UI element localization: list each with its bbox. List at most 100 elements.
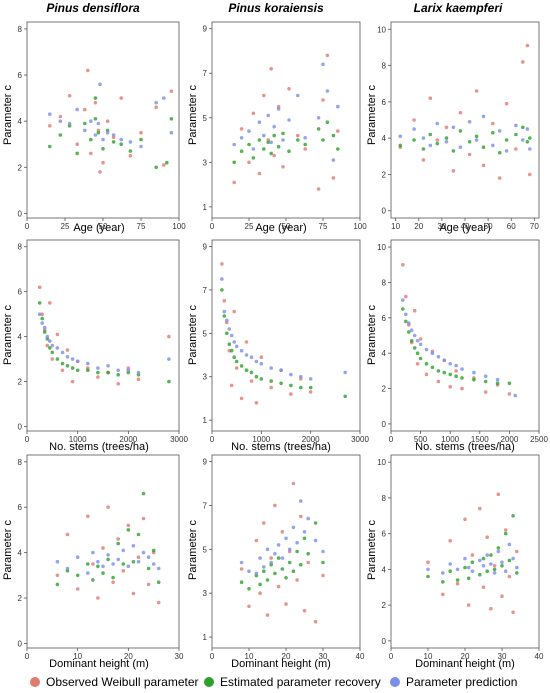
data-point-estimated [258, 582, 262, 587]
y-tick-label: 4 [18, 549, 23, 558]
data-point-prediction [239, 560, 244, 565]
y-tick-label: 9 [203, 458, 208, 467]
y-tick-label: 6 [18, 71, 23, 80]
data-point-estimated [418, 356, 423, 361]
data-point-estimated [504, 138, 509, 142]
data-point-observed [126, 523, 131, 528]
y-tick-label: 9 [203, 25, 208, 34]
data-point-prediction [491, 143, 495, 148]
data-point-observed [325, 53, 330, 58]
y-axis-title: Parameter c [187, 85, 199, 145]
data-point-observed [45, 343, 50, 348]
data-point-observed [514, 147, 518, 151]
data-point-prediction [55, 346, 60, 350]
data-point-estimated [75, 368, 80, 373]
data-point-estimated [232, 355, 236, 360]
x-tick-label: 2000 [302, 435, 320, 444]
y-tick-label: 2 [18, 378, 23, 387]
y-tick-label: 4 [382, 349, 387, 358]
data-point-observed [232, 180, 236, 185]
legend-label-estimated: Estimated parameter recovery [220, 675, 381, 689]
data-point-prediction [247, 569, 251, 573]
data-point-estimated [86, 562, 90, 566]
data-point-prediction [239, 348, 244, 353]
data-point-prediction [481, 114, 486, 119]
data-point-prediction [249, 355, 254, 360]
data-point-prediction [262, 133, 266, 138]
data-point-observed [234, 366, 239, 370]
data-point-prediction [466, 565, 471, 570]
data-point-prediction [428, 143, 433, 148]
data-point-estimated [507, 558, 512, 563]
data-point-prediction [454, 363, 458, 368]
data-point-estimated [412, 346, 417, 350]
data-point-prediction [325, 89, 330, 93]
y-tick-label: 7 [203, 501, 208, 510]
data-point-observed [96, 375, 100, 379]
data-point-prediction [83, 128, 87, 133]
data-point-estimated [455, 578, 460, 582]
data-point-prediction [50, 343, 55, 348]
data-point-observed [75, 587, 80, 591]
data-point-estimated [50, 350, 55, 355]
data-point-estimated [239, 149, 244, 153]
data-point-prediction [111, 562, 115, 566]
data-point-estimated [244, 368, 249, 373]
data-point-observed [60, 368, 65, 373]
data-point-prediction [86, 361, 90, 366]
series-estimated [220, 288, 348, 399]
x-tick-label: 0 [389, 435, 394, 444]
data-point-estimated [495, 381, 500, 386]
series-prediction [220, 277, 348, 381]
y-tick-label: 5 [203, 329, 208, 338]
data-point-observed [141, 516, 146, 521]
data-point-estimated [514, 132, 518, 137]
data-point-observed [460, 386, 464, 391]
x-axis-title: No. stems (trees/ha) [49, 441, 149, 453]
data-point-estimated [448, 569, 453, 573]
data-point-prediction [48, 339, 52, 343]
data-point-observed [131, 591, 136, 596]
data-point-estimated [48, 346, 52, 350]
data-point-observed [299, 514, 303, 519]
data-point-prediction [136, 370, 141, 375]
series-prediction [426, 542, 519, 575]
x-tick-label: 1000 [441, 435, 459, 444]
series-observed [232, 53, 340, 191]
y-tick-label: 6 [382, 314, 387, 323]
data-point-observed [331, 176, 336, 180]
data-point-estimated [308, 385, 313, 390]
data-point-prediction [492, 571, 497, 575]
data-point-estimated [280, 567, 285, 571]
x-tick-label: 25 [61, 222, 70, 231]
data-point-prediction [470, 569, 475, 573]
data-point-observed [106, 505, 110, 510]
data-point-observed [259, 355, 264, 360]
data-point-observed [48, 301, 52, 305]
legend-item-observed: Observed Weibull parameter [30, 675, 199, 689]
data-point-observed [496, 492, 501, 497]
data-point-estimated [111, 575, 115, 580]
x-tick-label: 1000 [252, 435, 270, 444]
y-tick-label: 4 [18, 117, 23, 126]
column-title-3: Larix kaempferi [414, 1, 503, 15]
y-tick-label: 9 [203, 243, 208, 252]
data-point-estimated [442, 370, 447, 375]
data-point-observed [467, 152, 472, 157]
x-tick-label: 50 [484, 222, 493, 231]
column-title-1: Pinus densiflora [46, 1, 140, 15]
data-point-observed [265, 613, 270, 617]
x-tick-label: 0 [25, 652, 30, 661]
data-point-estimated [239, 580, 244, 584]
y-tick-label: 4 [382, 134, 387, 143]
x-tick-label: 10 [245, 652, 254, 661]
data-point-estimated [511, 514, 515, 518]
data-point-observed [169, 89, 174, 93]
panel-height-pinus-koraiensis: Parameter c Dominant height (m) 0 10 20 30 4… [187, 454, 365, 670]
data-point-prediction [111, 133, 116, 137]
data-point-observed [239, 396, 244, 401]
data-point-observed [111, 580, 115, 584]
x-tick-label: 3000 [351, 435, 369, 444]
x-axis-title: No. stems (trees/ha) [231, 441, 331, 453]
data-point-prediction [513, 393, 518, 398]
